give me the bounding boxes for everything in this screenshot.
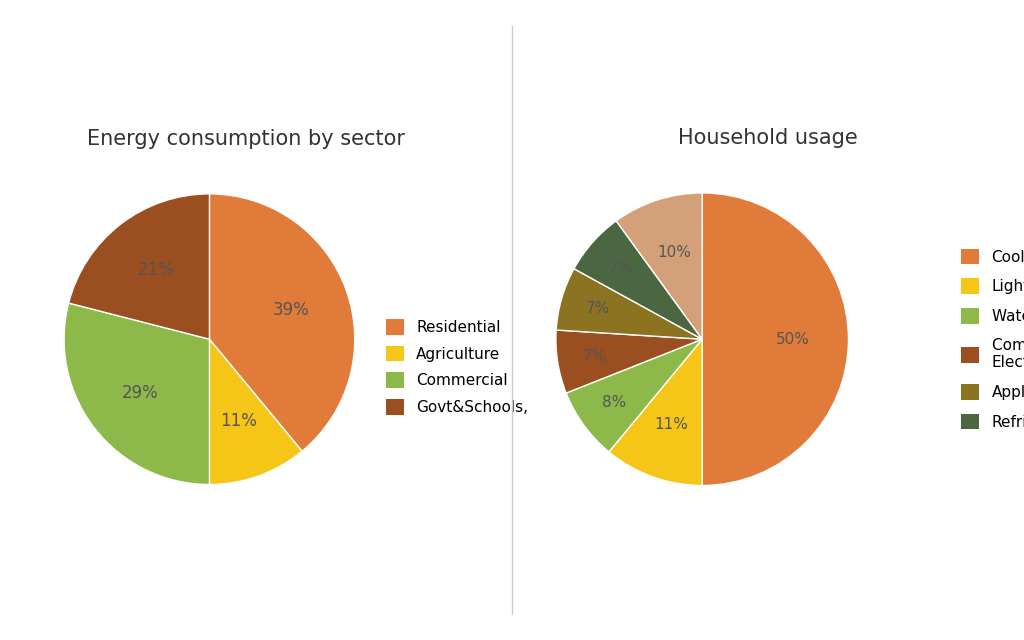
Text: 11%: 11% (220, 412, 257, 430)
Wedge shape (616, 193, 702, 339)
Text: 50%: 50% (776, 332, 810, 347)
Text: 7%: 7% (586, 301, 610, 317)
Title: Household usage: Household usage (678, 128, 858, 148)
Wedge shape (609, 339, 702, 486)
Wedge shape (556, 330, 702, 393)
Title: Energy consumption by sector: Energy consumption by sector (87, 129, 404, 149)
Text: 29%: 29% (122, 383, 159, 402)
Wedge shape (702, 193, 849, 486)
Wedge shape (556, 269, 702, 339)
Wedge shape (65, 303, 210, 484)
Text: 8%: 8% (602, 396, 627, 410)
Legend: Residential, Agriculture, Commercial, Govt&Schools,: Residential, Agriculture, Commercial, Go… (380, 313, 535, 421)
Text: 7%: 7% (583, 349, 607, 364)
Text: 11%: 11% (654, 417, 688, 432)
Wedge shape (574, 221, 702, 339)
Wedge shape (210, 194, 354, 451)
Wedge shape (210, 339, 302, 484)
Wedge shape (69, 194, 210, 339)
Text: 39%: 39% (273, 301, 310, 319)
Legend: Cooling, Lighting, Water Heating, Computer &
Electronics, Appliances, Refrigerat: Cooling, Lighting, Water Heating, Comput… (954, 243, 1024, 436)
Text: 7%: 7% (609, 260, 633, 275)
Text: 10%: 10% (657, 246, 691, 260)
Text: 21%: 21% (137, 261, 174, 279)
Wedge shape (566, 339, 702, 452)
